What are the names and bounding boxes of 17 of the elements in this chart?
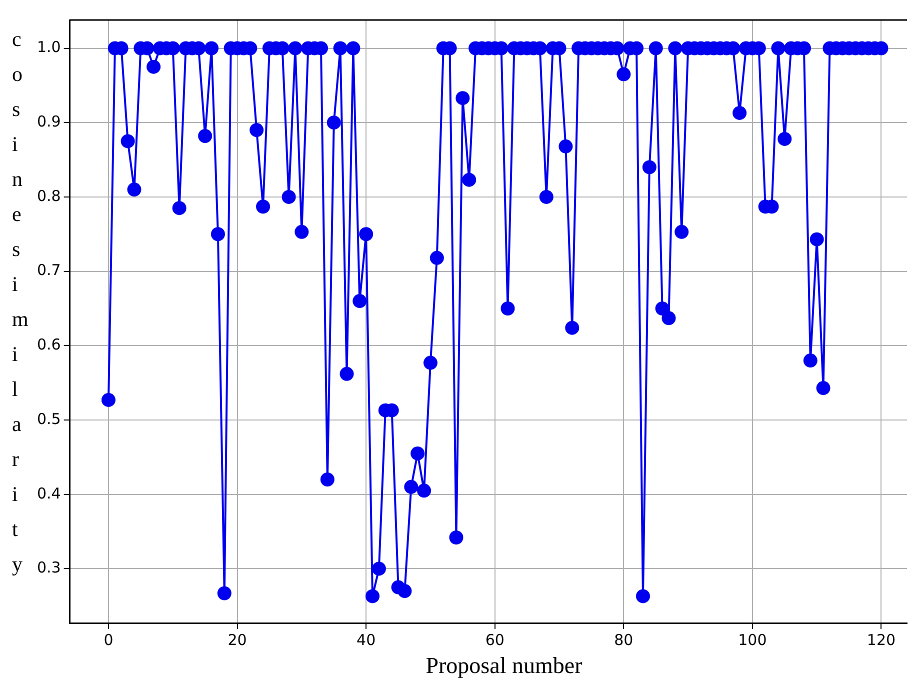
y-tick-label: 0.4 [36,484,61,502]
x-tick-label: 80 [614,630,634,649]
y-tick-label: 0.9 [36,112,61,130]
x-tick-label: 20 [228,630,247,649]
x-tick-label: 60 [485,630,504,649]
x-tick-label: 120 [866,630,896,649]
y-tick-label: 0.5 [36,410,61,428]
x-tick-label: 0 [104,630,114,649]
x-axis-title: Proposal number [424,653,584,679]
x-tick-label: 40 [356,630,376,649]
y-tick-label: 0.7 [36,261,61,280]
y-tick-label: 0.6 [36,336,61,354]
y-tick-label: 0.8 [36,186,61,205]
y-tick-label: 1.0 [36,38,61,56]
text: cosine similarity [12,27,28,576]
y-tick-label: 0.3 [36,558,61,577]
x-tick-label: 100 [738,630,767,649]
